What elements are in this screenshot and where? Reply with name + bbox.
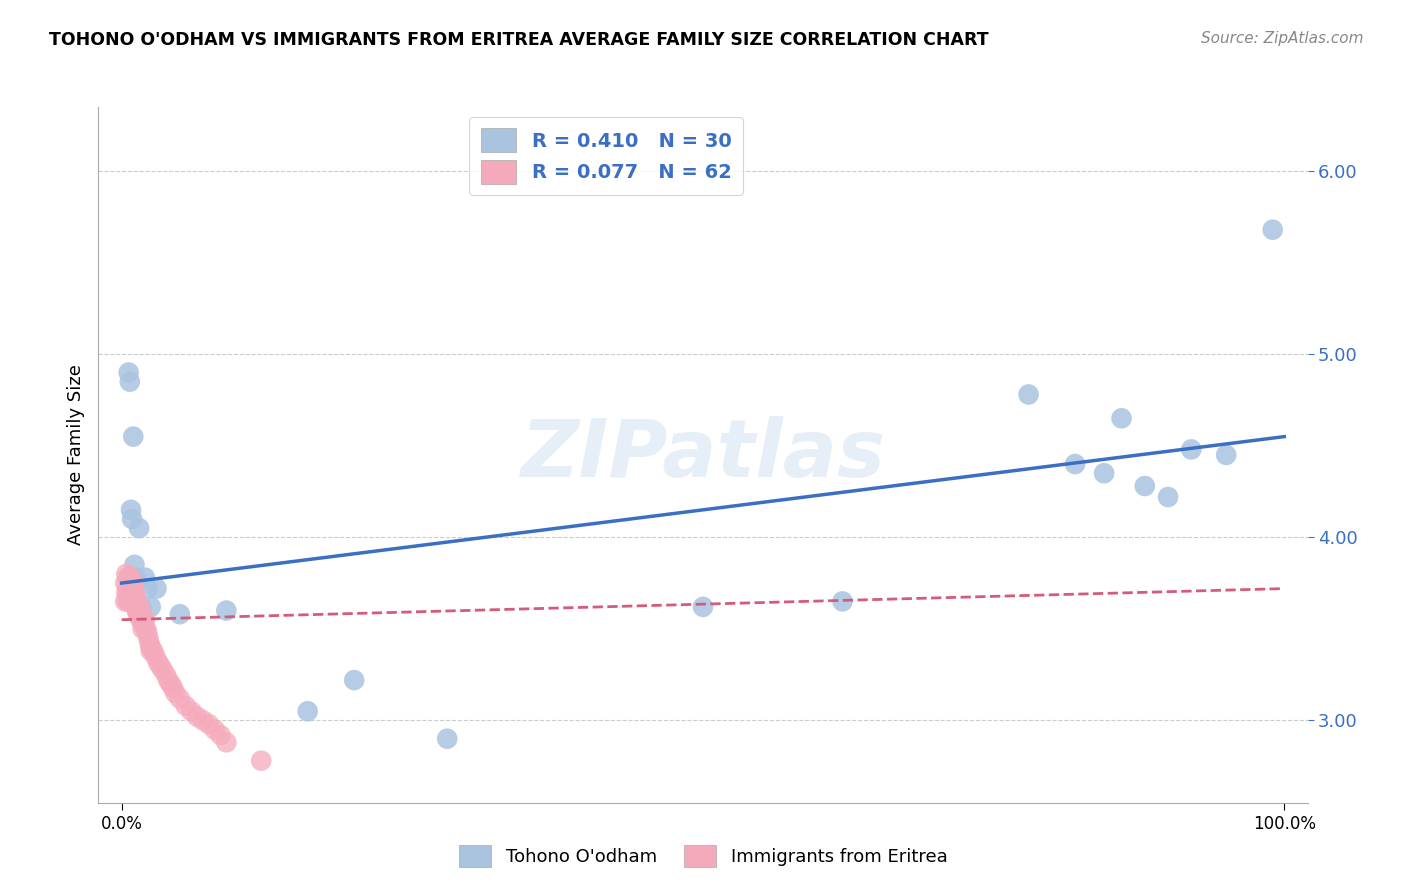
- Point: [138, 636, 160, 650]
- Point: [124, 589, 146, 603]
- Point: [162, 681, 184, 695]
- Point: [122, 576, 145, 591]
- Text: ZIPatlas: ZIPatlas: [520, 416, 886, 494]
- Point: [120, 503, 142, 517]
- Point: [343, 673, 366, 687]
- Point: [1133, 479, 1156, 493]
- Point: [122, 429, 145, 443]
- Point: [1064, 457, 1087, 471]
- Point: [118, 571, 141, 585]
- Point: [132, 618, 155, 632]
- Point: [1157, 490, 1180, 504]
- Point: [174, 698, 197, 713]
- Point: [129, 603, 152, 617]
- Legend: R = 0.410   N = 30, R = 0.077   N = 62: R = 0.410 N = 30, R = 0.077 N = 62: [470, 117, 744, 195]
- Point: [135, 622, 157, 636]
- Point: [118, 576, 141, 591]
- Point: [131, 613, 153, 627]
- Point: [118, 366, 141, 380]
- Point: [169, 607, 191, 622]
- Point: [131, 599, 153, 614]
- Point: [124, 585, 146, 599]
- Point: [165, 686, 187, 700]
- Point: [124, 571, 146, 585]
- Point: [157, 673, 180, 687]
- Point: [114, 594, 136, 608]
- Point: [191, 714, 214, 728]
- Point: [118, 375, 141, 389]
- Legend: Tohono O'odham, Immigrants from Eritrea: Tohono O'odham, Immigrants from Eritrea: [451, 838, 955, 874]
- Point: [124, 599, 146, 614]
- Point: [139, 599, 162, 614]
- Point: [169, 691, 191, 706]
- Point: [1111, 411, 1133, 425]
- Point: [121, 589, 143, 603]
- Point: [124, 558, 146, 572]
- Point: [136, 625, 159, 640]
- Point: [118, 589, 141, 603]
- Point: [121, 512, 143, 526]
- Point: [127, 599, 149, 614]
- Point: [297, 704, 319, 718]
- Point: [115, 566, 138, 581]
- Point: [114, 576, 136, 591]
- Point: [250, 754, 273, 768]
- Point: [125, 576, 148, 591]
- Point: [129, 613, 152, 627]
- Point: [131, 622, 153, 636]
- Point: [136, 582, 159, 596]
- Point: [139, 644, 162, 658]
- Point: [120, 582, 142, 596]
- Point: [159, 677, 181, 691]
- Point: [204, 723, 226, 737]
- Point: [215, 603, 238, 617]
- Point: [1261, 223, 1284, 237]
- Text: TOHONO O'ODHAM VS IMMIGRANTS FROM ERITREA AVERAGE FAMILY SIZE CORRELATION CHART: TOHONO O'ODHAM VS IMMIGRANTS FROM ERITRE…: [49, 31, 988, 49]
- Point: [128, 521, 150, 535]
- Point: [1215, 448, 1237, 462]
- Point: [128, 599, 150, 614]
- Point: [127, 607, 149, 622]
- Point: [436, 731, 458, 746]
- Point: [134, 613, 156, 627]
- Point: [134, 571, 156, 585]
- Point: [117, 582, 139, 596]
- Point: [692, 599, 714, 614]
- Point: [124, 594, 146, 608]
- Point: [149, 658, 172, 673]
- Point: [118, 582, 141, 596]
- Point: [145, 649, 167, 664]
- Point: [198, 717, 221, 731]
- Point: [128, 607, 150, 622]
- Point: [131, 607, 153, 622]
- Point: [117, 594, 139, 608]
- Point: [215, 735, 238, 749]
- Point: [209, 728, 232, 742]
- Point: [122, 594, 145, 608]
- Point: [117, 571, 139, 585]
- Point: [125, 603, 148, 617]
- Point: [150, 662, 173, 676]
- Point: [831, 594, 853, 608]
- Point: [146, 655, 169, 669]
- Text: Source: ZipAtlas.com: Source: ZipAtlas.com: [1201, 31, 1364, 46]
- Point: [155, 667, 177, 681]
- Point: [1018, 387, 1040, 401]
- Point: [139, 640, 162, 655]
- Point: [138, 631, 160, 645]
- Point: [186, 710, 208, 724]
- Point: [122, 585, 145, 599]
- Point: [121, 576, 143, 591]
- Y-axis label: Average Family Size: Average Family Size: [66, 365, 84, 545]
- Point: [120, 571, 142, 585]
- Point: [1092, 467, 1115, 481]
- Point: [118, 594, 141, 608]
- Point: [1180, 442, 1202, 457]
- Point: [115, 585, 138, 599]
- Point: [142, 644, 165, 658]
- Point: [145, 582, 167, 596]
- Point: [180, 704, 202, 718]
- Point: [125, 594, 148, 608]
